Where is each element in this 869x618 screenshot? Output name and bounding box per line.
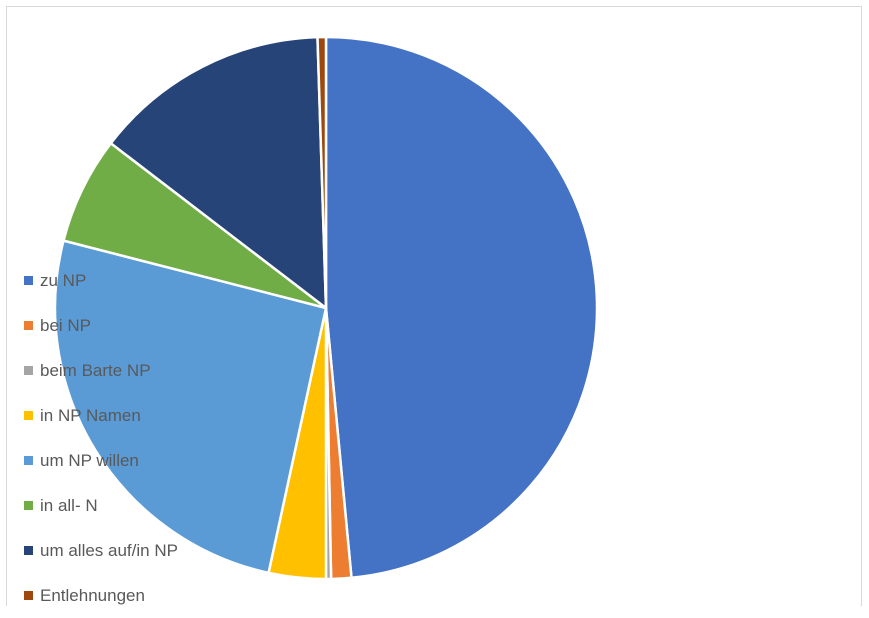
legend-swatch [24,546,33,555]
legend-swatch [24,591,33,600]
chart-legend: zu NP bei NP beim Barte NP in NP Namen um NP… [24,258,178,618]
legend-label: um alles auf/in NP [40,540,178,560]
legend-label: bei NP [40,315,92,335]
legend-item: beim Barte NP [24,348,178,393]
pie-slice [316,35,328,310]
legend-item: in NP Namen [24,393,178,438]
legend-item: um alles auf/in NP [24,528,178,573]
legend-label: in NP Namen [40,405,141,425]
legend-swatch [24,366,33,375]
legend-item: Entlehnungen [24,573,178,618]
legend-item: in all- N [24,483,178,528]
legend-swatch [24,321,33,330]
legend-swatch [24,456,33,465]
legend-item: zu NP [24,258,178,303]
legend-swatch [24,501,33,510]
legend-label: zu NP [40,270,87,290]
legend-item: bei NP [24,303,178,348]
legend-label: um NP willen [40,450,139,470]
legend-item: um NP willen [24,438,178,483]
pie-slice [53,239,328,575]
legend-swatch [24,411,33,420]
legend-label: Entlehnungen [40,585,145,605]
pie-slice [109,35,328,310]
legend-swatch [24,276,33,285]
legend-label: in all- N [40,495,98,515]
pie-slice [324,35,599,580]
legend-label: beim Barte NP [40,360,151,380]
